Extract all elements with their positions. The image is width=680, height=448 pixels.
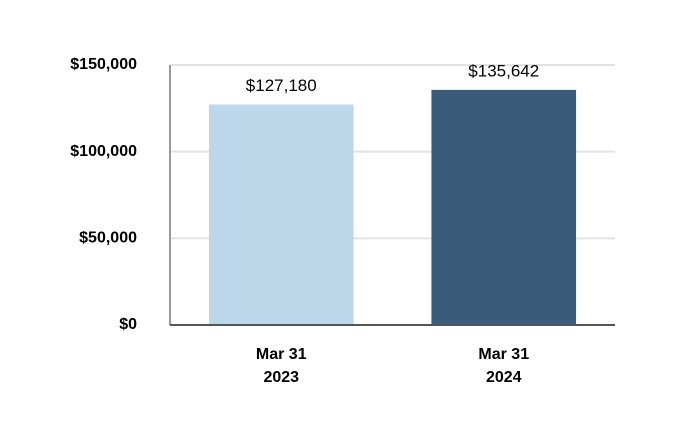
- value-label: $127,180: [246, 76, 317, 95]
- x-tick-label: Mar 31: [478, 346, 529, 363]
- x-tick-label: 2023: [263, 369, 299, 386]
- y-tick-label: $0: [119, 316, 137, 333]
- bar: [208, 104, 354, 326]
- x-tick-label: 2024: [486, 369, 522, 386]
- y-tick-label: $150,000: [70, 56, 137, 73]
- bar: [431, 89, 577, 325]
- value-label: $135,642: [468, 61, 539, 80]
- y-tick-label: $100,000: [70, 143, 137, 160]
- y-tick-label: $50,000: [79, 230, 137, 247]
- x-tick-label: Mar 31: [256, 346, 307, 363]
